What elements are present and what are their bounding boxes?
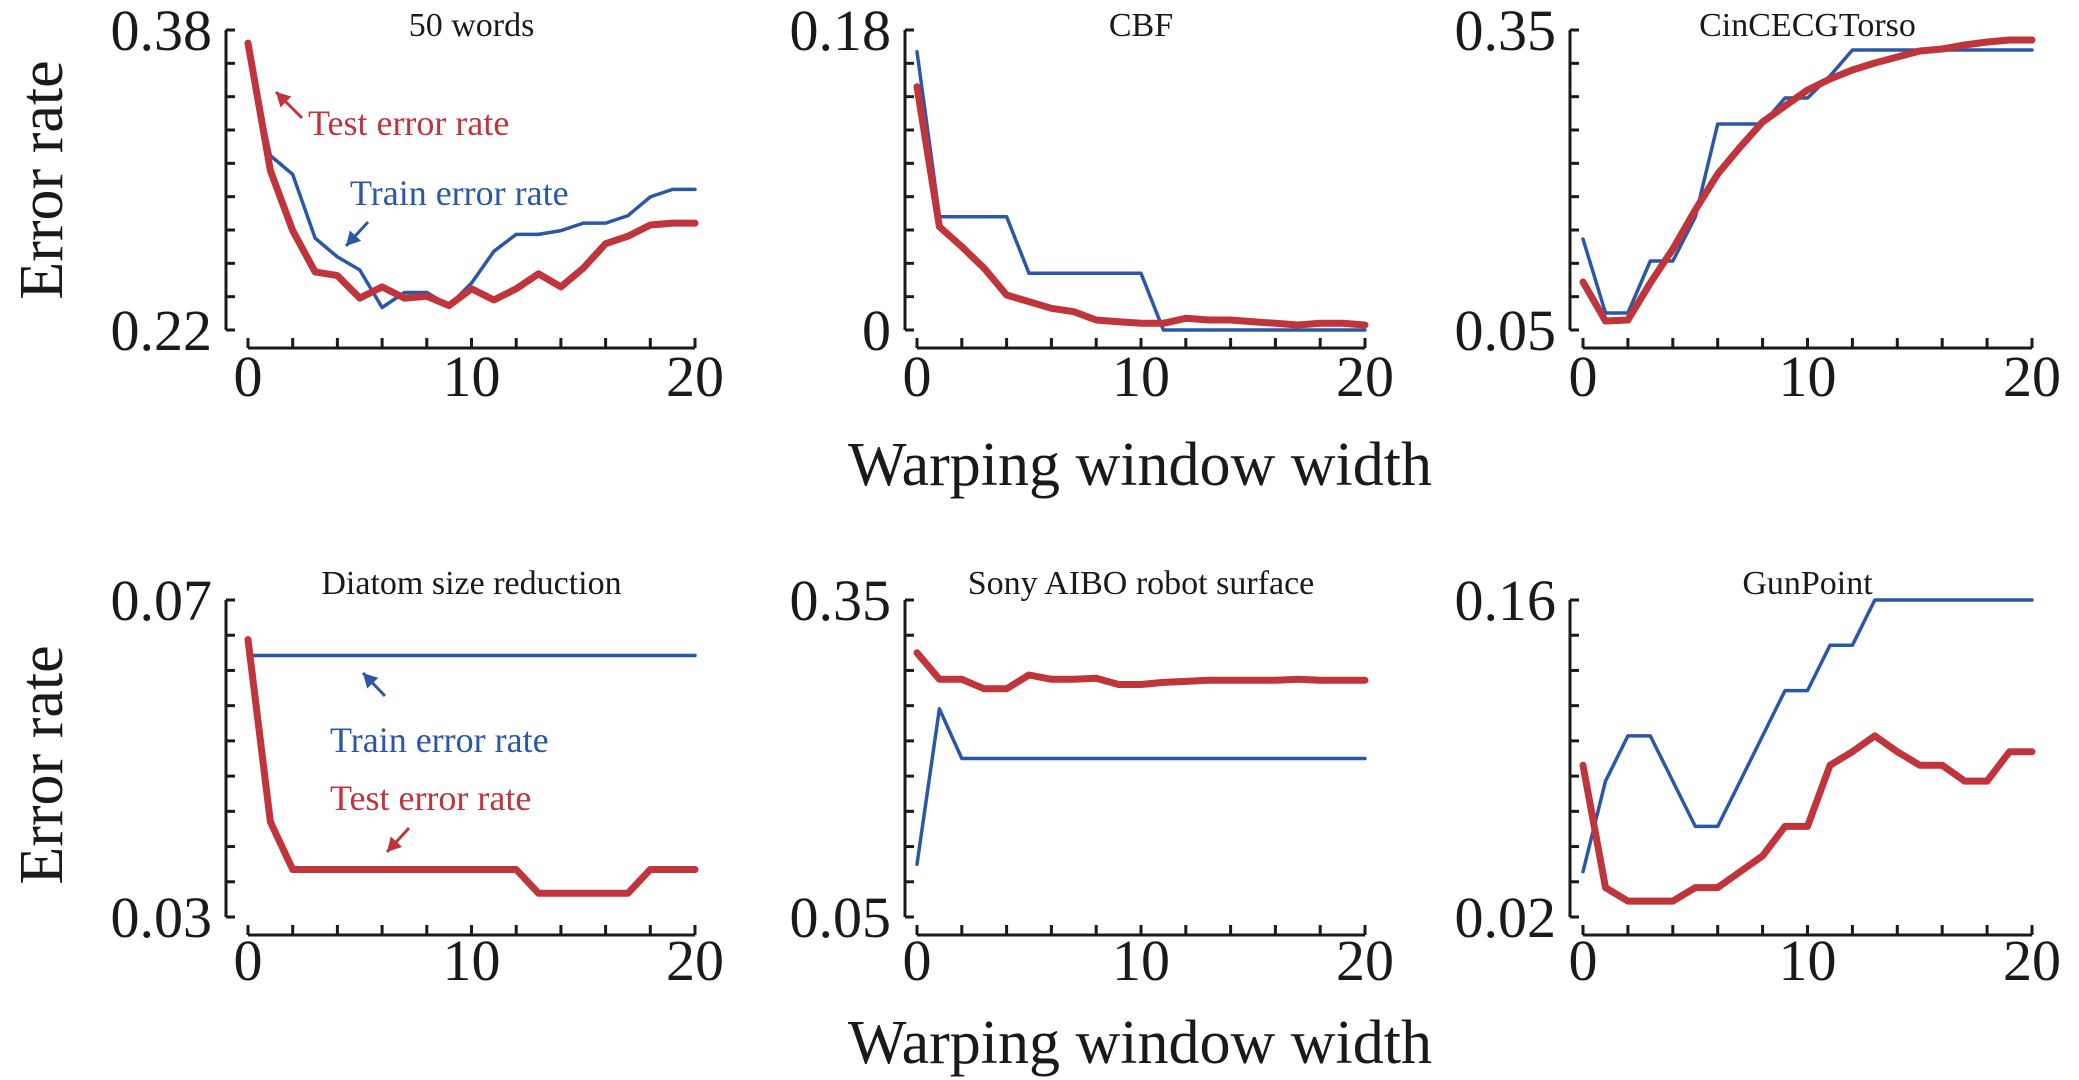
x-tick-label: 20 <box>1336 344 1394 409</box>
y-tick-label: 0.35 <box>1455 0 1557 63</box>
annotation-label: Train error rate <box>330 720 549 760</box>
test-error-line <box>244 636 699 897</box>
y-tick-label: 0.03 <box>111 885 213 950</box>
x-tick-label: 10 <box>443 344 501 409</box>
y-tick-label: 0.18 <box>790 0 892 63</box>
y-tick-label: 0.22 <box>111 298 213 363</box>
x-tick-label: 10 <box>1779 928 1837 993</box>
annotation-label: Test error rate <box>308 103 509 143</box>
panel-title: CBF <box>1109 7 1173 44</box>
y-tick-label: 0 <box>862 298 891 363</box>
annotation-label: Train error rate <box>350 173 569 213</box>
panel-5: Sony AIBO robot surface 0.05 0.35 0 10 20 <box>790 565 1395 993</box>
test-error-line <box>1579 36 2036 325</box>
y-tick-label: 0.05 <box>1455 298 1557 363</box>
panel-title: CinCECGTorso <box>1699 7 1916 44</box>
x-tick-label: 10 <box>1112 928 1170 993</box>
panel-title: 50 words <box>409 7 535 44</box>
x-tick-label: 20 <box>1336 928 1394 993</box>
test-error-line <box>244 39 699 310</box>
test-error-line <box>913 649 1369 693</box>
x-tick-label: 0 <box>903 344 932 409</box>
annotation-arrowhead <box>387 836 403 852</box>
annotation-arrowhead <box>346 230 362 246</box>
train-error-line <box>1581 598 2034 874</box>
train-error-line <box>915 707 1367 866</box>
y-tick-label: 0.05 <box>790 885 892 950</box>
x-tick-label: 0 <box>903 928 932 993</box>
panel-title: Diatom size reduction <box>321 565 621 602</box>
x-tick-label: 20 <box>2003 344 2061 409</box>
annotation-arrowhead <box>276 92 292 108</box>
x-tick-label: 10 <box>1112 344 1170 409</box>
y-tick-label: 0.16 <box>1455 568 1557 633</box>
train-error-line <box>915 49 1367 332</box>
x-tick-label: 0 <box>1569 928 1598 993</box>
y-tick-label: 0.02 <box>1455 885 1557 950</box>
ylabel-bottom: Error rate <box>8 645 76 884</box>
panel-title: GunPoint <box>1742 565 1873 602</box>
y-tick-label: 0.35 <box>790 568 892 633</box>
panel-2: CBF 0 0.18 0 10 20 <box>790 0 1395 409</box>
x-tick-label: 20 <box>666 344 724 409</box>
train-error-line <box>246 47 697 310</box>
ylabel-top: Error rate <box>8 60 76 299</box>
test-error-line <box>1579 732 2036 905</box>
x-tick-label: 20 <box>2003 928 2061 993</box>
panels: 50 words 0.22 0.38 0 10 20 Test error rate Trai… <box>111 0 2062 993</box>
panel-4: Diatom size reduction 0.03 0.07 0 10 20 Train … <box>111 565 725 993</box>
y-tick-label: 0.38 <box>111 0 213 63</box>
xlabel-top: Warping window width <box>848 431 1432 499</box>
train-error-line <box>1581 48 2034 315</box>
x-tick-label: 0 <box>234 928 263 993</box>
panel-title: Sony AIBO robot surface <box>968 565 1315 602</box>
panel-1: 50 words 0.22 0.38 0 10 20 Test error rate Trai… <box>111 0 725 409</box>
xlabel-bottom: Warping window width <box>848 1009 1432 1077</box>
panel-3: CinCECGTorso 0.05 0.35 0 10 20 <box>1455 0 2062 409</box>
test-error-line <box>913 83 1369 329</box>
y-tick-label: 0.07 <box>111 568 213 633</box>
panel-6: GunPoint 0.02 0.16 0 10 20 <box>1455 565 2062 993</box>
x-tick-label: 20 <box>666 928 724 993</box>
x-tick-label: 0 <box>234 344 263 409</box>
annotation-arrowhead <box>363 673 379 689</box>
x-tick-label: 10 <box>1779 344 1837 409</box>
x-tick-label: 0 <box>1569 344 1598 409</box>
annotation-label: Test error rate <box>330 778 531 818</box>
x-tick-label: 10 <box>443 928 501 993</box>
